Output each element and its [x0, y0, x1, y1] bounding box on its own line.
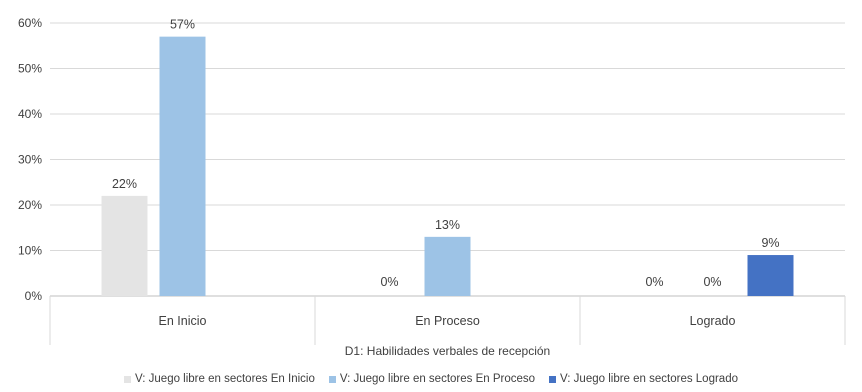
legend-item: V: Juego libre en sectores Logrado	[549, 373, 738, 385]
y-tick-label: 30%	[18, 153, 42, 167]
bar	[424, 236, 471, 296]
legend-item: V: Juego libre en sectores En Inicio	[124, 373, 315, 385]
legend-label: V: Juego libre en sectores Logrado	[560, 373, 738, 385]
x-tick-label: En Inicio	[159, 314, 207, 328]
data-label: 0%	[703, 275, 721, 289]
legend-swatch	[124, 375, 132, 383]
bar	[159, 36, 206, 297]
y-tick-label: 60%	[18, 16, 42, 30]
legend-swatch	[328, 375, 336, 383]
legend-swatch	[549, 375, 557, 383]
x-tick-label: En Proceso	[415, 314, 480, 328]
data-label: 0%	[380, 275, 398, 289]
legend: V: Juego libre en sectores En Inicio V: J…	[0, 370, 862, 388]
legend-label: V: Juego libre en sectores En Proceso	[339, 373, 536, 385]
y-tick-label: 40%	[18, 107, 42, 121]
data-label: 22%	[112, 177, 137, 191]
bar	[747, 255, 794, 296]
legend-item: V: Juego libre en sectores En Proceso	[328, 373, 536, 385]
data-label: 9%	[761, 236, 779, 250]
x-axis-title: D1: Habilidades verbales de recepción	[345, 344, 550, 358]
y-tick-label: 0%	[25, 289, 43, 303]
y-tick-label: 20%	[18, 198, 42, 212]
data-label: 13%	[435, 218, 460, 232]
legend-label: V: Juego libre en sectores En Inicio	[135, 373, 315, 385]
y-tick-label: 10%	[18, 244, 42, 258]
y-tick-label: 50%	[18, 62, 42, 76]
data-label: 57%	[170, 18, 195, 32]
x-tick-label: Logrado	[690, 314, 736, 328]
bar	[101, 195, 148, 296]
data-label: 0%	[645, 275, 663, 289]
